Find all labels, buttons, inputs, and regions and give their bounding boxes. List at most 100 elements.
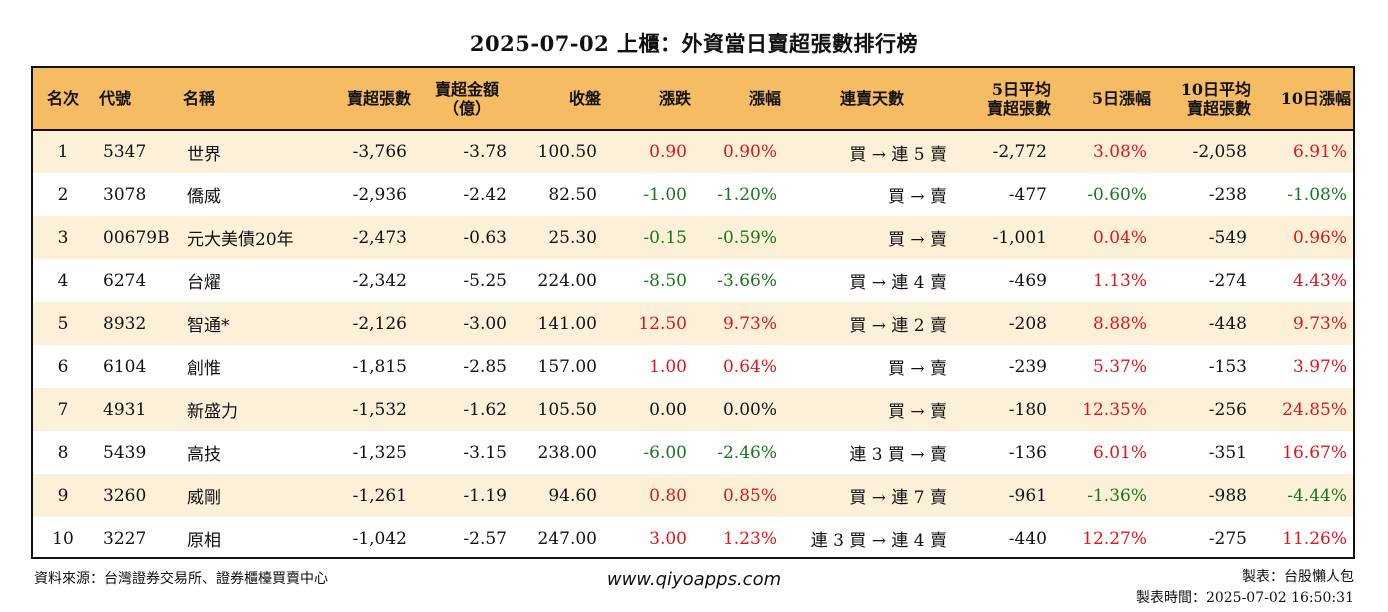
- cell-sell-lots: -2,342: [352, 270, 407, 291]
- cell-sell-amount: -1.19: [463, 485, 507, 506]
- cell-sell-amount: -1.62: [463, 399, 507, 420]
- table-row: 8 5439 高技 -1,325 -3.15 238.00 -6.00 -2.46% 連 3 買…: [33, 431, 1353, 474]
- header-name: 名稱: [177, 68, 317, 131]
- cell-streak: 買 → 連 5 賣: [849, 144, 947, 165]
- cell-pct: 9.73%: [722, 313, 777, 334]
- cell-rank: 8: [57, 442, 69, 463]
- table-row: 7 4931 新盛力 -1,532 -1.62 105.50 0.00 0.00% 買 → 賣 -…: [33, 388, 1353, 431]
- cell-rank: 3: [57, 227, 69, 248]
- header-avg10-line2: 賣超張數: [1186, 98, 1251, 118]
- cell-pct5: -0.60%: [1087, 184, 1147, 205]
- cell-avg10: -256: [1208, 399, 1247, 420]
- cell-avg10: -549: [1208, 227, 1247, 248]
- cell-sell-lots: -1,325: [352, 442, 407, 463]
- cell-rank: 7: [57, 399, 69, 420]
- cell-pct5: 6.01%: [1092, 442, 1147, 463]
- header-pct5: 5日漲幅: [1057, 68, 1157, 131]
- header-avg5: 5日平均 賣超張數: [957, 68, 1057, 131]
- cell-sell-amount: -3.15: [463, 442, 507, 463]
- cell-pct10: 0.96%: [1292, 227, 1347, 248]
- cell-change: -8.50: [643, 270, 687, 291]
- cell-avg10: -275: [1208, 528, 1247, 549]
- cell-rank: 10: [52, 528, 74, 549]
- cell-change: -0.15: [643, 227, 687, 248]
- cell-code: 00679B: [103, 227, 170, 248]
- cell-avg10: -351: [1208, 442, 1247, 463]
- cell-pct: -2.46%: [717, 442, 777, 463]
- cell-code: 5439: [103, 442, 147, 463]
- cell-code: 8932: [103, 313, 147, 334]
- table-maker: 製表：台股懶人包: [1242, 569, 1354, 585]
- cell-name: 原相: [187, 531, 221, 551]
- cell-rank: 5: [57, 313, 69, 334]
- cell-code: 6104: [103, 356, 147, 377]
- cell-pct: -1.20%: [717, 184, 777, 205]
- header-avg5-line2: 賣超張數: [986, 98, 1051, 118]
- table-row: 5 8932 智通* -2,126 -3.00 141.00 12.50 9.73% 買 → 連…: [33, 302, 1353, 345]
- cell-pct10: 16.67%: [1282, 442, 1347, 463]
- cell-avg10: -988: [1208, 485, 1247, 506]
- cell-pct5: 8.88%: [1092, 313, 1147, 334]
- cell-code: 3078: [103, 184, 147, 205]
- cell-rank: 4: [57, 270, 69, 291]
- cell-pct10: 9.73%: [1292, 313, 1347, 334]
- cell-close: 82.50: [548, 184, 597, 205]
- cell-change: 3.00: [649, 528, 687, 549]
- cell-rank: 9: [57, 485, 69, 506]
- footer-meta: 製表：台股懶人包 製表時間：2025-07-02 16:50:31: [1136, 567, 1354, 609]
- cell-avg5: -2,772: [992, 142, 1047, 162]
- cell-pct10: 6.91%: [1292, 142, 1347, 162]
- cell-name: 智通*: [187, 316, 230, 336]
- cell-name: 台燿: [187, 273, 221, 293]
- cell-sell-lots: -3,766: [352, 142, 407, 162]
- cell-change: 0.00: [649, 399, 687, 420]
- table-row: 10 3227 原相 -1,042 -2.57 247.00 3.00 1.23% 連 3 買 …: [33, 517, 1353, 557]
- cell-name: 創惟: [187, 359, 221, 379]
- cell-pct10: -4.44%: [1287, 485, 1347, 506]
- cell-pct10: 24.85%: [1282, 399, 1347, 420]
- cell-streak: 買 → 賣: [887, 359, 947, 379]
- cell-pct: 0.90%: [722, 142, 777, 162]
- header-avg5-line1: 5日平均: [991, 79, 1051, 99]
- cell-sell-lots: -1,261: [352, 485, 407, 506]
- cell-streak: 買 → 賣: [887, 402, 947, 422]
- cell-code: 4931: [103, 399, 147, 420]
- cell-streak: 連 3 買 → 賣: [849, 445, 947, 465]
- table-row: 6 6104 創惟 -1,815 -2.85 157.00 1.00 0.64% 買 → 賣 -2…: [33, 345, 1353, 388]
- cell-pct: 0.85%: [722, 485, 777, 506]
- cell-streak: 買 → 連 7 賣: [849, 488, 947, 508]
- cell-avg5: -1,001: [992, 227, 1047, 248]
- cell-avg10: -448: [1208, 313, 1247, 334]
- cell-streak: 買 → 賣: [887, 230, 947, 250]
- cell-pct: 0.64%: [722, 356, 777, 377]
- cell-close: 105.50: [537, 399, 597, 420]
- table-row: 4 6274 台燿 -2,342 -5.25 224.00 -8.50 -3.66% 買 → 連…: [33, 259, 1353, 302]
- cell-pct10: -1.08%: [1287, 184, 1347, 205]
- cell-avg10: -2,058: [1192, 142, 1247, 162]
- cell-name: 新盛力: [187, 402, 238, 422]
- header-row: 名次 代號 名稱 賣超張數 賣超金額 （億） 收盤 漲跌 漲幅 連賣天數 5日平…: [33, 68, 1353, 131]
- cell-change: 0.80: [649, 485, 687, 506]
- header-avg10: 10日平均 賣超張數: [1157, 68, 1257, 131]
- cell-pct: -3.66%: [717, 270, 777, 291]
- header-avg10-line1: 10日平均: [1180, 79, 1251, 99]
- cell-pct10: 11.26%: [1282, 528, 1347, 549]
- cell-sell-amount: -3.78: [463, 142, 507, 162]
- cell-rank: 1: [57, 142, 69, 162]
- cell-avg5: -440: [1008, 528, 1047, 549]
- cell-close: 100.50: [537, 142, 597, 162]
- header-sell-lots: 賣超張數: [317, 68, 417, 131]
- header-sell-amount-line1: 賣超金額: [434, 79, 499, 99]
- cell-sell-amount: -2.42: [463, 184, 507, 205]
- table-row: 3 00679B 元大美債20年 -2,473 -0.63 25.30 -0.15 -0.59…: [33, 216, 1353, 259]
- cell-close: 94.60: [548, 485, 597, 506]
- cell-avg10: -238: [1208, 184, 1247, 205]
- cell-close: 157.00: [537, 356, 597, 377]
- cell-change: 0.90: [649, 142, 687, 162]
- cell-pct5: 0.04%: [1092, 227, 1147, 248]
- header-change: 漲跌: [607, 68, 697, 131]
- cell-avg10: -153: [1208, 356, 1247, 377]
- cell-close: 238.00: [537, 442, 597, 463]
- cell-avg5: -136: [1008, 442, 1047, 463]
- header-sell-amount-line2: （億）: [442, 98, 491, 118]
